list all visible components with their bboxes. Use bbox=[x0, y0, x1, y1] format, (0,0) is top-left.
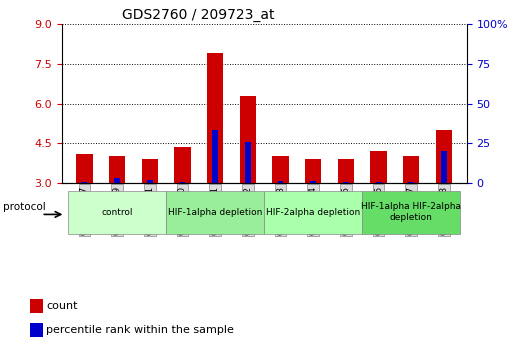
Bar bbox=[82, 182, 87, 183]
Text: HIF-1alpha HIF-2alpha
depletion: HIF-1alpha HIF-2alpha depletion bbox=[361, 203, 461, 222]
Bar bbox=[142, 159, 158, 183]
Text: control: control bbox=[102, 208, 133, 217]
Bar bbox=[114, 178, 120, 183]
Bar bbox=[441, 151, 447, 183]
Bar bbox=[30, 323, 43, 337]
Text: HIF-1alpha depletion: HIF-1alpha depletion bbox=[168, 208, 262, 217]
Bar bbox=[408, 182, 414, 183]
Bar bbox=[147, 180, 153, 183]
Bar bbox=[403, 156, 420, 183]
Bar bbox=[207, 53, 223, 183]
Bar bbox=[174, 147, 191, 183]
Bar bbox=[338, 159, 354, 183]
Bar bbox=[212, 130, 218, 183]
Bar bbox=[376, 181, 382, 183]
Text: count: count bbox=[46, 301, 78, 311]
Text: percentile rank within the sample: percentile rank within the sample bbox=[46, 325, 234, 335]
Bar bbox=[272, 156, 289, 183]
Bar bbox=[343, 182, 349, 183]
Bar bbox=[305, 159, 321, 183]
FancyBboxPatch shape bbox=[264, 191, 362, 234]
Bar bbox=[436, 130, 452, 183]
FancyBboxPatch shape bbox=[68, 191, 166, 234]
Bar bbox=[76, 154, 93, 183]
Text: protocol: protocol bbox=[3, 202, 46, 212]
Text: GDS2760 / 209723_at: GDS2760 / 209723_at bbox=[122, 8, 275, 22]
FancyBboxPatch shape bbox=[362, 191, 460, 234]
Text: HIF-2alpha depletion: HIF-2alpha depletion bbox=[266, 208, 360, 217]
Bar bbox=[245, 141, 251, 183]
Bar bbox=[180, 181, 185, 183]
Bar bbox=[278, 181, 284, 183]
Bar bbox=[370, 151, 387, 183]
Bar bbox=[109, 156, 125, 183]
FancyBboxPatch shape bbox=[166, 191, 264, 234]
Bar bbox=[310, 181, 316, 183]
Bar bbox=[30, 299, 43, 313]
Bar bbox=[240, 96, 256, 183]
